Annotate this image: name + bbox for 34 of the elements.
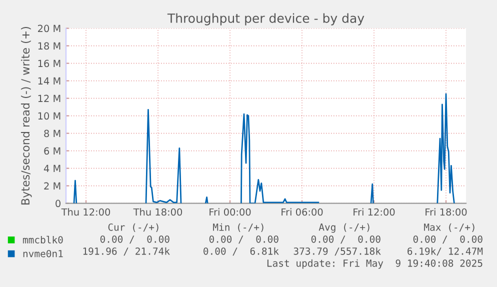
y-tick-label: 16 M [38, 60, 60, 68]
chart-title: Throughput per device - by day [167, 13, 364, 26]
y-tick-label: 18 M [38, 42, 60, 50]
y-tick-label: 8 M [44, 130, 60, 138]
y-tick-label: 20 M [38, 24, 60, 32]
text: 191.96 / 21.74k [83, 247, 170, 256]
x-tick-label: Fri 12:00 [354, 208, 395, 216]
text: 0.00 / 0.00 [209, 235, 278, 244]
x-tick-label: Fri 06:00 [282, 208, 323, 216]
text: Max (-/+) [424, 223, 474, 232]
text: Last update: Fri May 9 19:40:08 2025 [267, 259, 482, 269]
text: Min (-/+) [213, 223, 264, 232]
y-tick-label: 2 M [44, 182, 60, 190]
text: Avg (-/+) [318, 223, 370, 233]
x-tick-label: Fri 18:00 [426, 208, 467, 216]
y-axis-title: Bytes/second read (-) / write (+) [20, 26, 32, 204]
x-tick-label: Thu 18:00 [133, 208, 182, 216]
text: 0.00 / 6.81k [204, 247, 279, 256]
text: 0.00 / 0.00 [311, 235, 380, 244]
text: 6.19k/ 12.47M [408, 247, 483, 256]
text: Cur (-/+) [108, 223, 158, 232]
x-tick-label: Fri 00:00 [210, 208, 251, 216]
text: 0.00 / 0.00 [100, 235, 170, 244]
y-tick-label: 6 M [44, 147, 60, 155]
x-tick-label: Thu 12:00 [61, 208, 110, 216]
y-tick-label: 0 [56, 200, 60, 208]
y-tick-label: 14 M [38, 77, 60, 84]
y-tick-label: 10 M [38, 112, 60, 120]
y-tick-label: 4 M [44, 164, 60, 172]
text: 373.79 /557.18k [294, 247, 381, 256]
text: 0.00 / 0.00 [413, 235, 482, 244]
legend-label: nvme0n1 [23, 250, 63, 258]
legend-label: mmcblk0 [22, 236, 63, 244]
y-tick-label: 12 M [38, 94, 60, 102]
